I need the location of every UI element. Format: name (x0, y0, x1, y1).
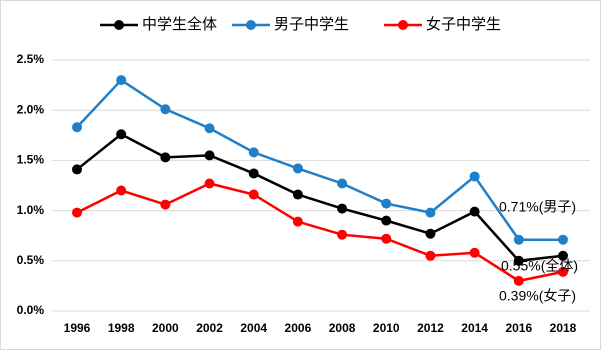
x-tick-label: 2000 (152, 321, 179, 335)
data-point (469, 247, 480, 258)
data-point (381, 233, 392, 244)
x-tick-label: 2008 (329, 321, 356, 335)
data-point (72, 207, 82, 218)
data-point (513, 275, 524, 286)
data-point (116, 75, 127, 86)
y-tick-label: 2.5% (17, 52, 45, 66)
y-tick-label: 2.0% (17, 102, 45, 116)
x-tick-label: 2012 (417, 321, 444, 335)
data-point (558, 266, 568, 277)
legend-label: 男子中学生 (274, 16, 349, 33)
series-line (76, 182, 564, 283)
data-point (513, 234, 524, 245)
data-point (469, 206, 480, 217)
data-point (248, 147, 259, 158)
legend-marker (398, 20, 408, 30)
value-label: 0.71%(男子) (499, 198, 576, 214)
data-point (337, 203, 348, 214)
x-tick-label: 2018 (550, 321, 577, 335)
data-point (72, 164, 82, 175)
y-tick-label: 0.5% (17, 253, 45, 267)
data-point (292, 163, 303, 174)
x-tick-label: 2002 (196, 321, 223, 335)
data-point (292, 189, 303, 200)
data-point (513, 255, 524, 266)
value-label: 0.55%(全体) (501, 257, 578, 273)
y-tick-label: 1.0% (17, 203, 45, 217)
data-point (248, 189, 259, 200)
y-tick-label: 1.5% (17, 153, 45, 167)
data-point (160, 199, 171, 210)
x-tick-label: 2006 (285, 321, 312, 335)
x-tick-label: 1996 (64, 321, 91, 335)
data-point (337, 178, 348, 189)
data-point (116, 129, 127, 140)
series-line (76, 132, 564, 263)
y-tick-label: 0.0% (17, 303, 45, 317)
data-point (72, 122, 82, 133)
data-point (469, 171, 480, 182)
data-point (160, 104, 171, 115)
data-point (558, 234, 568, 245)
data-point (337, 229, 348, 240)
data-point (425, 250, 436, 261)
data-point (381, 215, 392, 226)
data-point (292, 216, 303, 227)
data-point (425, 228, 436, 239)
x-tick-label: 2014 (461, 321, 488, 335)
x-tick-label: 2016 (505, 321, 532, 335)
data-point (381, 198, 392, 209)
data-point (204, 123, 215, 134)
legend-label: 中学生全体 (142, 15, 217, 33)
x-tick-label: 2004 (240, 321, 267, 335)
legend-marker (246, 20, 256, 30)
legend-marker (114, 20, 124, 30)
data-point (116, 185, 127, 196)
series-line (76, 78, 563, 241)
data-point (425, 207, 436, 218)
data-point (204, 150, 215, 161)
value-label: 0.39%(女子) (499, 288, 576, 304)
x-tick-label: 2010 (373, 321, 400, 335)
data-point (248, 168, 259, 179)
data-point (204, 178, 215, 189)
legend-label: 女子中学生 (426, 15, 501, 33)
data-point (558, 250, 568, 261)
data-point (160, 152, 171, 163)
x-tick-label: 1998 (108, 321, 135, 335)
